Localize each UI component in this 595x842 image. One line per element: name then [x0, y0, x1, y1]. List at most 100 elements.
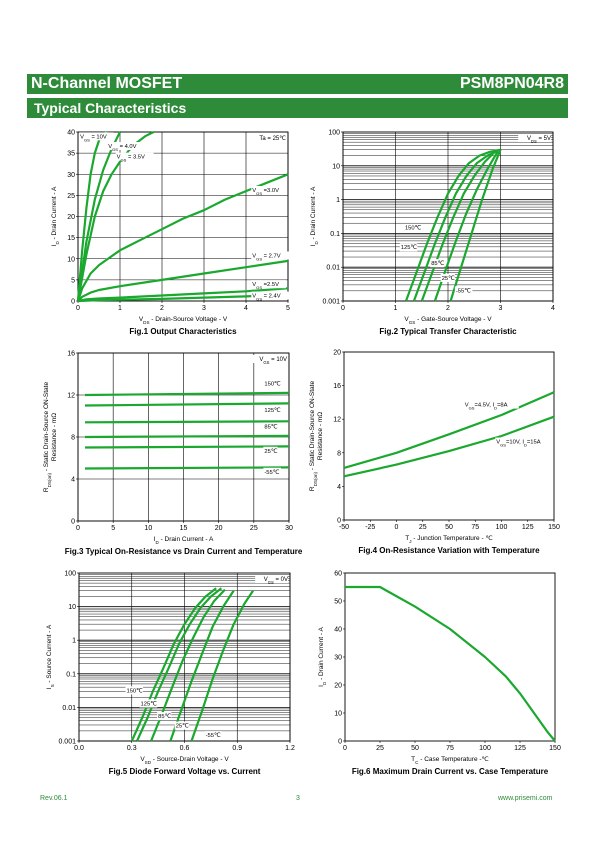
series-label-bg — [454, 286, 473, 295]
series-label-bg — [263, 446, 278, 455]
x-tick-label: 25 — [376, 745, 384, 752]
website: www.prisemi.com — [498, 795, 553, 802]
series-label: VGS = 4.0V — [108, 144, 136, 152]
fig4-plot-frame — [343, 351, 555, 521]
y-tick-label: 0.01 — [326, 265, 340, 272]
x-tick-label: 0.0 — [74, 745, 84, 752]
series-label-bg — [403, 223, 422, 232]
x-tick-label: 0 — [395, 524, 399, 531]
fig2-x-axis-label: VGS - Gate-Source Voltage - V — [404, 316, 492, 325]
y-tick-label: 20 — [334, 683, 342, 690]
section-bar: Typical Characteristics — [27, 98, 568, 118]
series-label-bg — [125, 686, 144, 695]
x-tick-label: 3 — [202, 305, 206, 312]
fig4-caption: Fig.4 On-Resistance Variation with Tempe… — [358, 546, 540, 555]
y-tick-label: 16 — [333, 383, 341, 390]
fig6-caption: Fig.6 Maximum Drain Current vs. Case Tem… — [352, 767, 549, 776]
note-bg — [253, 134, 286, 142]
series-label: 125℃ — [141, 701, 158, 707]
series-label-bg — [263, 405, 281, 414]
fig6-plot-frame — [344, 572, 556, 742]
series-label-bg — [157, 712, 172, 721]
x-tick-label: 50 — [445, 524, 453, 531]
y-tick-label: 40 — [67, 130, 75, 137]
y-tick-label: 0 — [337, 518, 341, 525]
series-label: VGS = 10V — [80, 134, 107, 142]
fig1-x-axis-label: VDS - Drain-Source Voltage - V — [139, 316, 228, 325]
series-label-bg — [463, 400, 519, 409]
x-tick-label: 75 — [471, 524, 479, 531]
x-tick-label: 5 — [111, 525, 115, 532]
fig2-series-line — [404, 148, 501, 302]
series-label-bg — [263, 467, 281, 476]
fig1-series-line — [76, 173, 289, 302]
fig4-y-axis-label: RDS(on) - Static Drain-Source ON-State — [309, 381, 318, 492]
y-tick-label: 20 — [67, 214, 75, 221]
fig1-condition-note: Ta = 25℃ — [259, 136, 286, 142]
series-label-bg — [251, 280, 286, 289]
note-bg — [518, 134, 551, 142]
x-tick-label: 150 — [549, 745, 561, 752]
y-tick-label: 1 — [72, 638, 76, 645]
y-tick-label: 8 — [71, 435, 75, 442]
x-tick-label: 4 — [244, 305, 248, 312]
fig5-series-line — [135, 587, 223, 742]
fig2-y-axis-label: ID - Drain Current - A — [310, 186, 319, 246]
x-tick-label: 100 — [496, 524, 508, 531]
series-label: 25℃ — [176, 724, 189, 730]
x-tick-label: 0.6 — [180, 745, 190, 752]
y-tick-label: 4 — [71, 477, 75, 484]
y-tick-label: 10 — [332, 163, 340, 170]
section-title: Typical Characteristics — [34, 100, 187, 116]
fig4-chart: -50 -25 0 25 50 75 100 125 150 0 4 8 12 16 20 TJ - Junc… — [309, 350, 560, 556]
y-tick-label: 0.1 — [66, 671, 76, 678]
series-label: VGS =2.5V — [252, 282, 279, 290]
series-label: -55℃ — [206, 733, 221, 739]
fig3-condition-note: VGS = 10V — [259, 357, 287, 365]
fig4-y-axis-label-line2: Resistance - mΩ — [317, 412, 324, 460]
series-label-bg — [430, 259, 445, 268]
fig5-caption: Fig.5 Diode Forward Voltage vs. Current — [109, 767, 261, 776]
page-number: 3 — [296, 795, 300, 802]
y-tick-label: 50 — [334, 599, 342, 606]
x-tick-label: -25 — [365, 524, 375, 531]
note-bg — [255, 575, 288, 583]
series-label: -55℃ — [264, 470, 279, 476]
header-bar: N-Channel MOSFET PSM8PN04R8 — [27, 74, 568, 94]
x-tick-label: 2 — [446, 305, 450, 312]
x-tick-label: 0 — [76, 525, 80, 532]
y-tick-label: 40 — [334, 627, 342, 634]
x-tick-label: 0.3 — [127, 745, 137, 752]
fig5-x-axis-label: VSD - Source-Drain Voltage - V — [140, 756, 229, 765]
fig2-series-line — [433, 150, 499, 302]
fig2-chart: 0 1 2 3 4 0.001 0.01 0.1 1 10 100 VGS - Gate-Source… — [310, 130, 555, 337]
y-tick-label: 35 — [67, 151, 75, 158]
fig3-series-line — [84, 420, 290, 424]
y-tick-label: 25 — [67, 193, 75, 200]
y-tick-label: 0 — [71, 299, 75, 306]
x-tick-label: 15 — [180, 525, 188, 532]
series-label: VGS =3.0V — [252, 188, 279, 196]
y-tick-label: 20 — [333, 350, 341, 357]
series-label: 85℃ — [264, 425, 277, 431]
y-tick-label: 60 — [334, 571, 342, 578]
series-label: VGS = 2.4V — [252, 294, 280, 302]
fig1-series-line — [77, 287, 289, 303]
y-tick-label: 30 — [67, 172, 75, 179]
x-tick-label: 25 — [250, 525, 258, 532]
series-label: -55℃ — [456, 288, 471, 294]
series-label-bg — [399, 243, 418, 252]
series-label-bg — [251, 185, 286, 194]
fig4-series-line — [343, 391, 555, 469]
series-label: 150℃ — [126, 688, 143, 694]
y-tick-label: 1 — [336, 197, 340, 204]
fig1-caption: Fig.1 Output Characteristics — [129, 327, 237, 336]
fig6-x-axis-label: TC - Case Temperature -℃ — [411, 756, 489, 765]
fig5-series-line — [150, 588, 226, 742]
series-label: 25℃ — [264, 449, 277, 455]
x-tick-label: 150 — [548, 524, 560, 531]
fig3-chart: 0 5 10 15 20 25 30 0 4 8 12 16 ID - Drain Current - … — [43, 351, 303, 557]
series-label-bg — [139, 699, 158, 708]
x-tick-label: 1 — [118, 305, 122, 312]
